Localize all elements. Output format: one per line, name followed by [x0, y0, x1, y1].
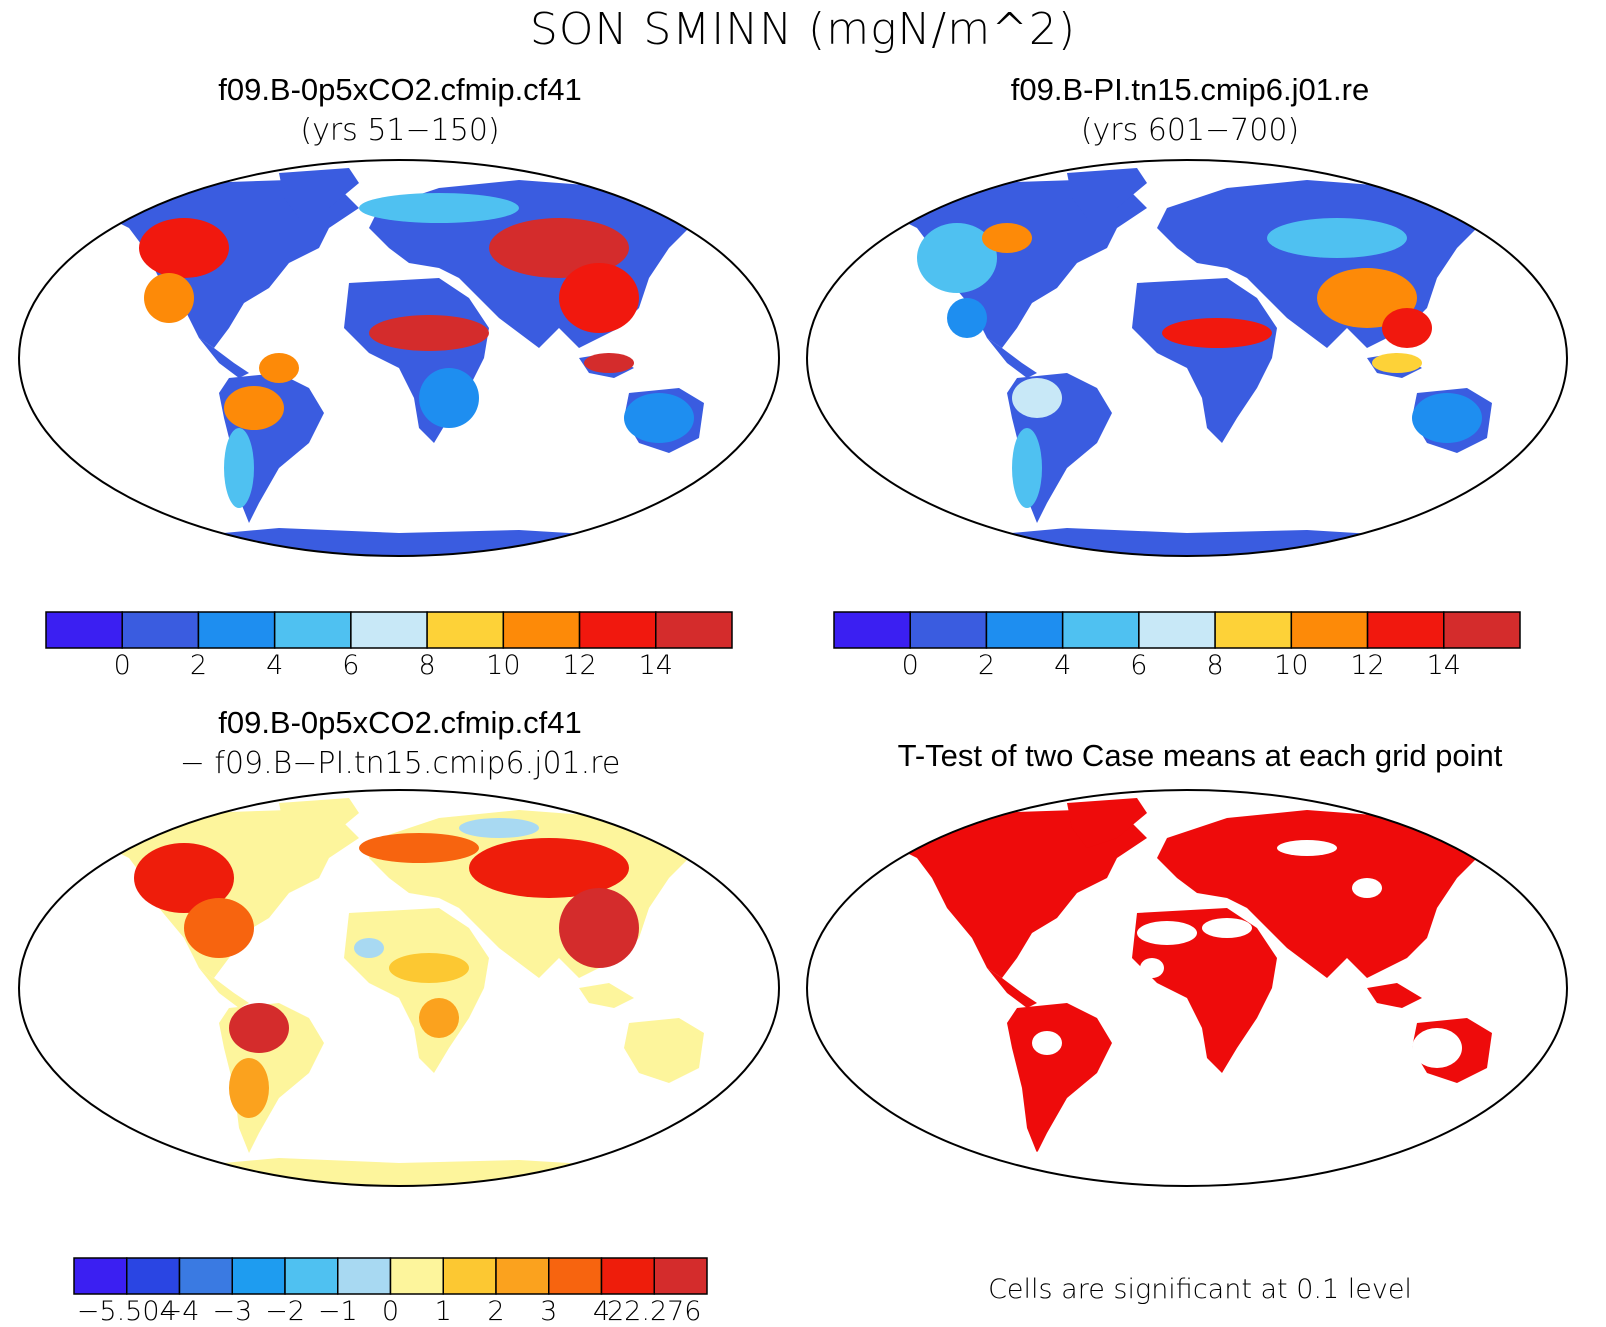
- colorbar-swatch: [73, 1257, 128, 1295]
- colorbar-tick-label: −5.504: [77, 1296, 177, 1327]
- panel3-title: f09.B-0p5xCO2.cfmip.cf41: [218, 705, 582, 740]
- colorbar-swatch: [350, 611, 428, 649]
- map3-border: [18, 789, 780, 1187]
- colorbar-swatch: [909, 611, 988, 649]
- colorbar-swatch: [1138, 611, 1216, 649]
- map2: [807, 160, 1567, 556]
- colorbar-tick-label: 3: [540, 1296, 557, 1327]
- colorbar-tick-label: −2: [265, 1296, 305, 1327]
- colorbar-swatch: [1443, 611, 1521, 649]
- colorbar-tick-label: −1: [318, 1296, 358, 1327]
- colorbar-swatch: [1214, 611, 1293, 649]
- colorbar-swatch: [178, 1257, 233, 1295]
- colorbar-swatch: [1290, 611, 1369, 649]
- panel2-title: f09.B-PI.tn15.cmip6.j01.re: [1010, 72, 1370, 107]
- colorbar-tick-label: 10: [1274, 650, 1308, 681]
- colorbar-tick-label: 4: [266, 650, 283, 681]
- map2-border: [806, 159, 1568, 557]
- colorbar-swatch: [600, 1257, 655, 1295]
- colorbar-swatch: [985, 611, 1064, 649]
- colorbar-swatch: [126, 1257, 181, 1295]
- colorbar-swatch: [426, 611, 505, 649]
- colorbar-swatch: [578, 611, 657, 649]
- colorbar-tick-label: 1: [435, 1296, 452, 1327]
- colorbar-tick-label: 0: [382, 1296, 399, 1327]
- colorbar-swatch: [284, 1257, 339, 1295]
- colorbar-swatch: [495, 1257, 550, 1295]
- colorbar-swatch: [655, 611, 733, 649]
- colorbar-3: −5.504−4 −3 −2 −1 0 1 2 3 422.276: [73, 1257, 708, 1327]
- colorbar-tick-label: 2: [487, 1296, 504, 1327]
- figure-title: SON SMINN (mgN/m^2): [529, 4, 1077, 55]
- colorbar-tick-label: 0: [902, 650, 919, 681]
- colorbar-tick-label: 4: [593, 1296, 610, 1327]
- colorbar-swatch: [502, 611, 581, 649]
- colorbar-swatch: [1366, 611, 1445, 649]
- map1-border: [18, 159, 780, 557]
- colorbar-swatch: [231, 1257, 286, 1295]
- colorbar-swatch: [197, 611, 276, 649]
- colorbar-tick-label: −3: [212, 1296, 252, 1327]
- colorbar-tick-label: 8: [1207, 650, 1224, 681]
- colorbar-tick-label: 10: [486, 650, 520, 681]
- colorbar-tick-label: 2: [978, 650, 995, 681]
- colorbar-tick-label: 8: [419, 650, 436, 681]
- colorbar-tick-label: 4: [1054, 650, 1071, 681]
- panel3-subtitle: − f09.B−PI.tn15.cmip6.j01.re: [179, 746, 621, 781]
- panel1-title: f09.B-0p5xCO2.cfmip.cf41: [218, 72, 582, 107]
- map4-border: [806, 789, 1568, 1187]
- panel4-title: T-Test of two Case means at each grid po…: [897, 738, 1503, 773]
- colorbar-tick-label: 12: [1350, 650, 1384, 681]
- colorbar-tick-label: 6: [342, 650, 359, 681]
- colorbar-tick-label: 12: [562, 650, 596, 681]
- panel2-subtitle: (yrs 601−700): [1080, 113, 1300, 148]
- map1: [19, 160, 779, 556]
- colorbar-tick-label: 14: [639, 650, 673, 681]
- colorbar-tick-label: 0: [114, 650, 131, 681]
- colorbar-tick-label: 22.276: [607, 1296, 701, 1327]
- map3: [19, 790, 779, 1186]
- colorbar-swatch: [548, 1257, 603, 1295]
- significance-note: Cells are significant at 0.1 level: [988, 1274, 1412, 1305]
- colorbar-tick-label: 6: [1130, 650, 1147, 681]
- colorbar-2: 0 2 4 6 8 10 12 14: [833, 611, 1521, 681]
- colorbar-tick-label: 14: [1427, 650, 1461, 681]
- colorbar-tick-label: 2: [190, 650, 207, 681]
- colorbar-swatch: [337, 1257, 392, 1295]
- colorbar-swatch: [273, 611, 352, 649]
- na-hotspot: [139, 218, 229, 278]
- panel1-subtitle: (yrs 51−150): [300, 113, 500, 148]
- colorbar-1: 0 2 4 6 8 10 12 14: [45, 611, 733, 681]
- colorbar-swatch: [121, 611, 200, 649]
- colorbar-swatch: [1061, 611, 1140, 649]
- colorbar-swatch: [45, 611, 123, 649]
- colorbar-swatch: [833, 611, 911, 649]
- colorbar-swatch: [389, 1257, 444, 1295]
- colorbar-swatch: [442, 1257, 497, 1295]
- colorbar-swatch: [653, 1257, 708, 1295]
- colorbar-tick-label: −4: [160, 1296, 200, 1327]
